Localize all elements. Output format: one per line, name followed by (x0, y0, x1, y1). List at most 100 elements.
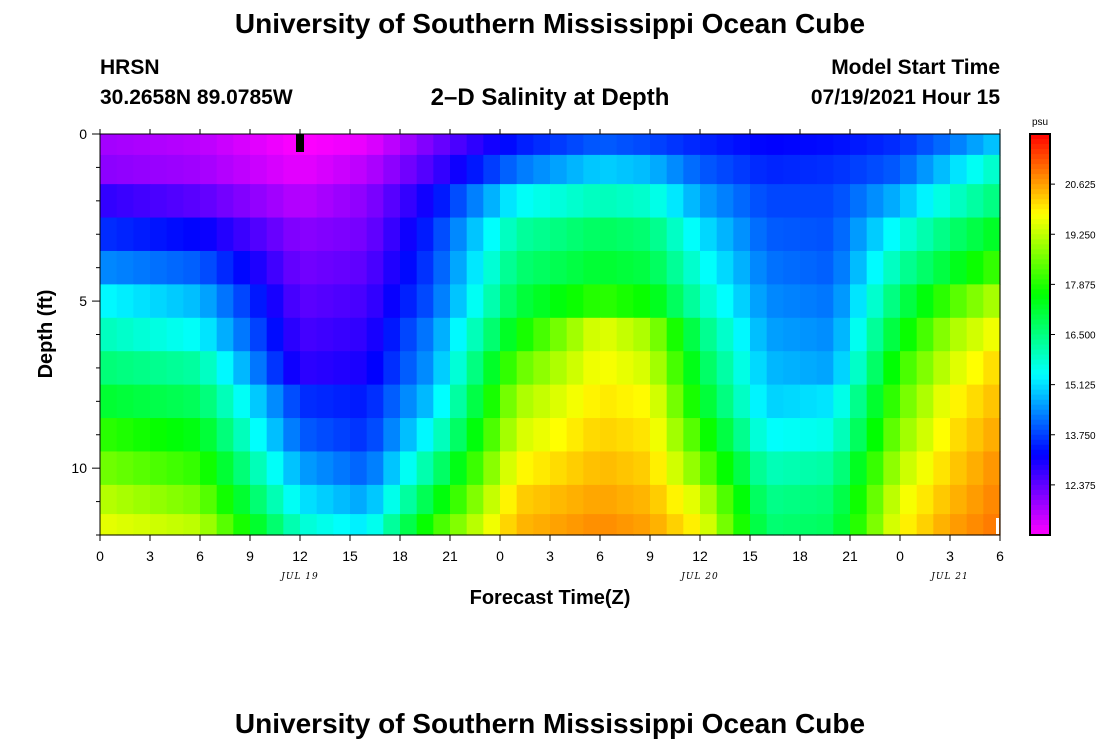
heatmap-cell (450, 154, 468, 185)
heatmap-cell (116, 284, 134, 319)
heatmap-cell (300, 250, 318, 285)
heatmap-cell (850, 217, 868, 252)
heatmap-cell (833, 184, 851, 219)
heatmap-cell (450, 351, 468, 386)
heatmap-cell (366, 351, 384, 386)
heatmap-cell (900, 217, 918, 252)
heatmap-cell (266, 514, 284, 536)
heatmap-cell (200, 451, 218, 486)
heatmap-cell (950, 451, 968, 486)
heatmap-cell (583, 317, 601, 352)
heatmap-cell (650, 418, 668, 453)
colorbar-swatch (1030, 154, 1050, 160)
colorbar-swatch (1030, 209, 1050, 215)
heatmap-cell (733, 154, 751, 185)
heatmap-cell (133, 250, 151, 285)
heatmap-cell (216, 384, 234, 419)
heatmap-cell (850, 484, 868, 515)
heatmap-cell (383, 484, 401, 515)
heatmap-cell (533, 134, 551, 156)
heatmap-cell (916, 184, 934, 219)
heatmap-cell (833, 217, 851, 252)
heatmap-cell (566, 284, 584, 319)
colorbar-swatch (1030, 304, 1050, 311)
heatmap-cell (333, 184, 351, 219)
heatmap-cell (766, 418, 784, 453)
colorbar-swatch (1030, 334, 1050, 341)
heatmap-cell (166, 351, 184, 386)
colorbar-swatch (1030, 429, 1050, 436)
heatmap-cell (700, 384, 718, 419)
heatmap-cell (783, 451, 801, 486)
heatmap-cell (750, 284, 768, 319)
heatmap-cell (366, 418, 384, 453)
heatmap-cell (733, 184, 751, 219)
heatmap-cell (783, 351, 801, 386)
heatmap-cell (116, 451, 134, 486)
heatmap-cell (883, 317, 901, 352)
heatmap-cell (616, 217, 634, 252)
heatmap-cell (400, 284, 418, 319)
heatmap-cell (683, 134, 701, 156)
colorbar-swatch (1030, 149, 1050, 155)
heatmap-cell (500, 384, 518, 419)
heatmap-cell (250, 154, 268, 185)
heatmap-cell (900, 451, 918, 486)
heatmap-cell (133, 317, 151, 352)
heatmap-cell (400, 484, 418, 515)
heatmap-cell (233, 514, 251, 536)
heatmap-cell (600, 154, 618, 185)
heatmap-cell (633, 217, 651, 252)
heatmap-cell (650, 184, 668, 219)
colorbar-swatch (1030, 269, 1050, 275)
heatmap-cell (383, 317, 401, 352)
heatmap-cell (983, 184, 1001, 219)
heatmap-cell (250, 184, 268, 219)
heatmap-cell (766, 484, 784, 515)
heatmap-cell (616, 284, 634, 319)
heatmap-cell (883, 284, 901, 319)
heatmap-cell (133, 351, 151, 386)
heatmap-cell (633, 514, 651, 536)
heatmap-cell (550, 154, 568, 185)
heatmap-cell (383, 134, 401, 156)
heatmap-cell (850, 284, 868, 319)
heatmap-cell (650, 284, 668, 319)
heatmap-cell (233, 484, 251, 515)
heatmap-cell (900, 184, 918, 219)
y-axis: 0 5 10 (71, 126, 100, 536)
heatmap-cell (766, 154, 784, 185)
heatmap-cell (800, 250, 818, 285)
heatmap-cell (250, 484, 268, 515)
heatmap-cell (783, 154, 801, 185)
heatmap-cell (650, 317, 668, 352)
heatmap-cell (333, 154, 351, 185)
heatmap-cell (916, 154, 934, 185)
heatmap-cell (933, 217, 951, 252)
heatmap-cell (566, 317, 584, 352)
colorbar-swatch (1030, 474, 1050, 481)
x-tick-label: 21 (842, 548, 858, 564)
date-label: JUL 19 (279, 572, 318, 582)
heatmap-cell (450, 418, 468, 453)
heatmap-cell (200, 484, 218, 515)
heatmap-cell (750, 384, 768, 419)
heatmap-cell (583, 351, 601, 386)
heatmap-cell (550, 514, 568, 536)
heatmap-cell (516, 514, 534, 536)
colorbar-swatch (1030, 179, 1050, 185)
heatmap-cell (466, 134, 484, 156)
heatmap-cell (416, 134, 434, 156)
heatmap-cell (450, 484, 468, 515)
heatmap-cell (266, 418, 284, 453)
colorbar-tick-label: 17.875 (1065, 280, 1096, 291)
heatmap-cell (483, 317, 501, 352)
heatmap-cell (783, 250, 801, 285)
footer-title: University of Southern Mississippi Ocean… (234, 708, 866, 739)
x-tick-label: 9 (646, 548, 654, 564)
heatmap-cell (250, 317, 268, 352)
heatmap-cell (333, 351, 351, 386)
heatmap-cell (283, 451, 301, 486)
heatmap-cell (500, 514, 518, 536)
heatmap-cell (966, 217, 984, 252)
